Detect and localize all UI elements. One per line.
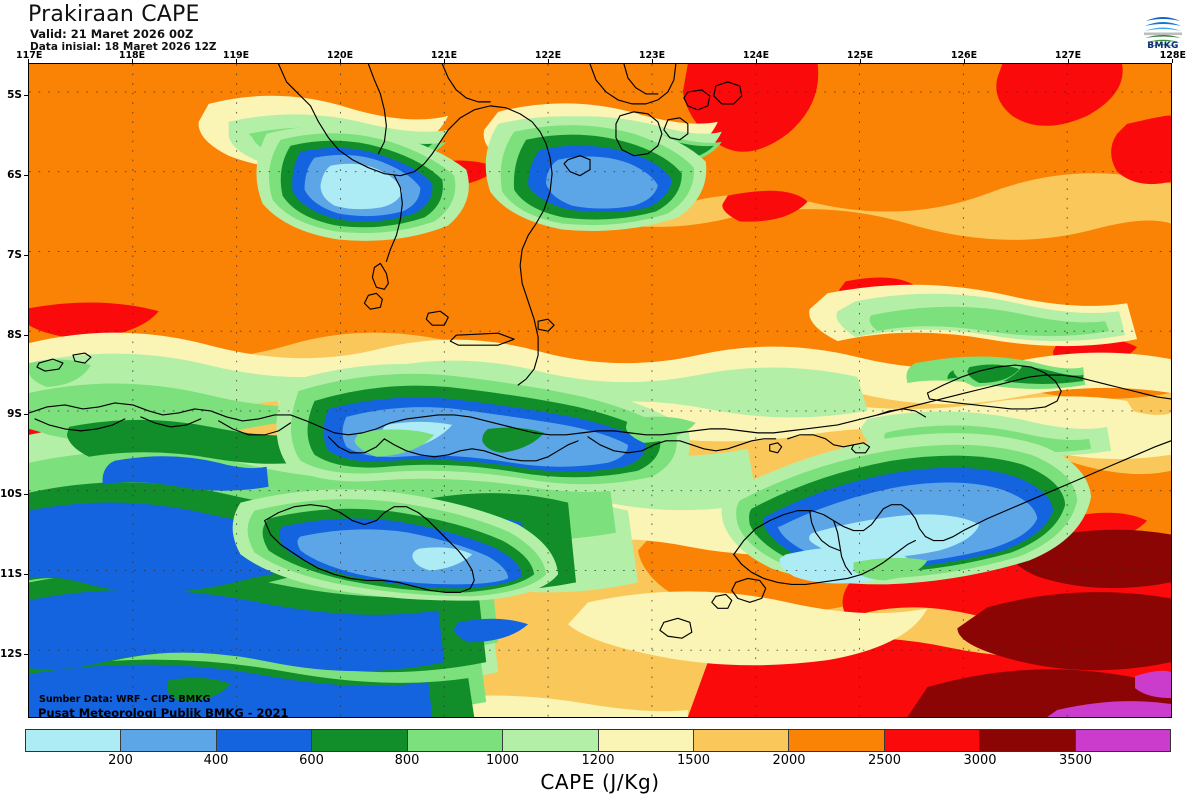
colorbar-tick-2000: 2000 xyxy=(772,753,806,768)
colorbar-segment-1[interactable] xyxy=(121,730,217,751)
longitude-tick-118E: 118E xyxy=(118,50,146,61)
colorbar-tick-2500: 2500 xyxy=(867,753,902,768)
longitude-tickmark xyxy=(548,59,549,63)
page-title: Prakiraan CAPE xyxy=(28,2,200,27)
latitude-tickmark xyxy=(24,174,28,176)
colorbar-segment-6[interactable] xyxy=(598,730,694,751)
colorbar-tick-200: 200 xyxy=(108,753,133,768)
init-time-label: Data inisial: 18 Maret 2026 12Z xyxy=(30,41,217,53)
colorbar-tick-1000: 1000 xyxy=(485,753,520,768)
longitude-tickmark xyxy=(444,59,445,63)
valid-time-label: Valid: 21 Maret 2026 00Z xyxy=(30,27,194,41)
data-source-label: Sumber Data: WRF - CIPS BMKG xyxy=(39,694,211,705)
organization-label: Pusat Meteorologi Publik BMKG - 2021 xyxy=(38,706,289,718)
latitude-tickmark xyxy=(24,414,28,416)
colorbar-tick-3000: 3000 xyxy=(963,753,997,768)
latitude-tick-9S: 9S xyxy=(7,408,22,421)
latitude-tick-8S: 8S xyxy=(7,328,22,341)
longitude-tick-125E: 125E xyxy=(846,50,874,61)
latitude-tickmark xyxy=(24,654,28,656)
longitude-tick-117E: 117E xyxy=(16,50,43,61)
colorbar-segment-8[interactable] xyxy=(789,730,885,751)
colorbar-segment-0[interactable] xyxy=(26,730,122,751)
colorbar-tick-400: 400 xyxy=(203,753,229,768)
colorbar-tick-1500: 1500 xyxy=(676,753,711,768)
longitude-tick-128E: 128E xyxy=(1159,50,1186,61)
longitude-tickmark xyxy=(28,59,29,63)
colorbar-tick-3500: 3500 xyxy=(1058,753,1093,768)
longitude-tickmark xyxy=(652,59,653,63)
header: Prakiraan CAPE Valid: 21 Maret 2026 00Z … xyxy=(0,0,1200,60)
latitude-tick-11S: 11S xyxy=(0,568,23,581)
colorbar-tick-800: 800 xyxy=(394,753,420,768)
colorbar-segment-7[interactable] xyxy=(693,730,790,751)
latitude-tickmark xyxy=(24,254,28,256)
longitude-tick-127E: 127E xyxy=(1054,50,1082,61)
longitude-tick-120E: 120E xyxy=(326,50,354,61)
longitude-tick-124E: 124E xyxy=(742,50,770,61)
longitude-tick-121E: 121E xyxy=(430,50,458,61)
longitude-tick-122E: 122E xyxy=(534,50,562,61)
longitude-tickmark xyxy=(340,59,341,63)
colorbar-segment-9[interactable] xyxy=(884,730,981,751)
colorbar-title: CAPE (J/Kg) xyxy=(540,770,660,794)
bmkg-logo-icon xyxy=(1143,10,1183,50)
longitude-tickmark xyxy=(964,59,965,63)
latitude-tick-10S: 10S xyxy=(0,488,23,501)
longitude-tickmark xyxy=(132,59,133,63)
longitude-tickmark xyxy=(860,59,861,63)
latitude-tickmark xyxy=(24,494,28,496)
longitude-tickmark xyxy=(756,59,757,63)
bmkg-logo-text: BMKG xyxy=(1147,41,1179,51)
longitude-tickmark xyxy=(1172,59,1173,63)
latitude-tickmark xyxy=(24,574,28,576)
cape-colorbar[interactable] xyxy=(25,729,1171,752)
cape-contour-plot xyxy=(29,64,1171,717)
colorbar-tick-600: 600 xyxy=(299,753,324,768)
latitude-tick-12S: 12S xyxy=(0,648,23,661)
colorbar-segment-2[interactable] xyxy=(216,730,313,751)
colorbar-segment-5[interactable] xyxy=(503,730,599,751)
colorbar-tick-1200: 1200 xyxy=(581,753,615,768)
latitude-tickmark xyxy=(24,94,28,96)
latitude-tick-6S: 6S xyxy=(7,168,22,181)
latitude-tick-5S: 5S xyxy=(7,88,22,101)
colorbar-segment-11[interactable] xyxy=(1075,730,1171,751)
longitude-tickmark xyxy=(1068,59,1069,63)
latitude-tickmark xyxy=(24,334,28,336)
longitude-tick-119E: 119E xyxy=(222,50,250,61)
longitude-tick-126E: 126E xyxy=(950,50,978,61)
colorbar-segment-10[interactable] xyxy=(980,730,1076,751)
longitude-tick-123E: 123E xyxy=(638,50,666,61)
colorbar-segment-4[interactable] xyxy=(407,730,504,751)
map-canvas[interactable]: Sumber Data: WRF - CIPS BMKG Pusat Meteo… xyxy=(28,63,1172,718)
latitude-tick-7S: 7S xyxy=(7,248,22,261)
longitude-tickmark xyxy=(236,59,237,63)
colorbar-segment-3[interactable] xyxy=(312,730,408,751)
